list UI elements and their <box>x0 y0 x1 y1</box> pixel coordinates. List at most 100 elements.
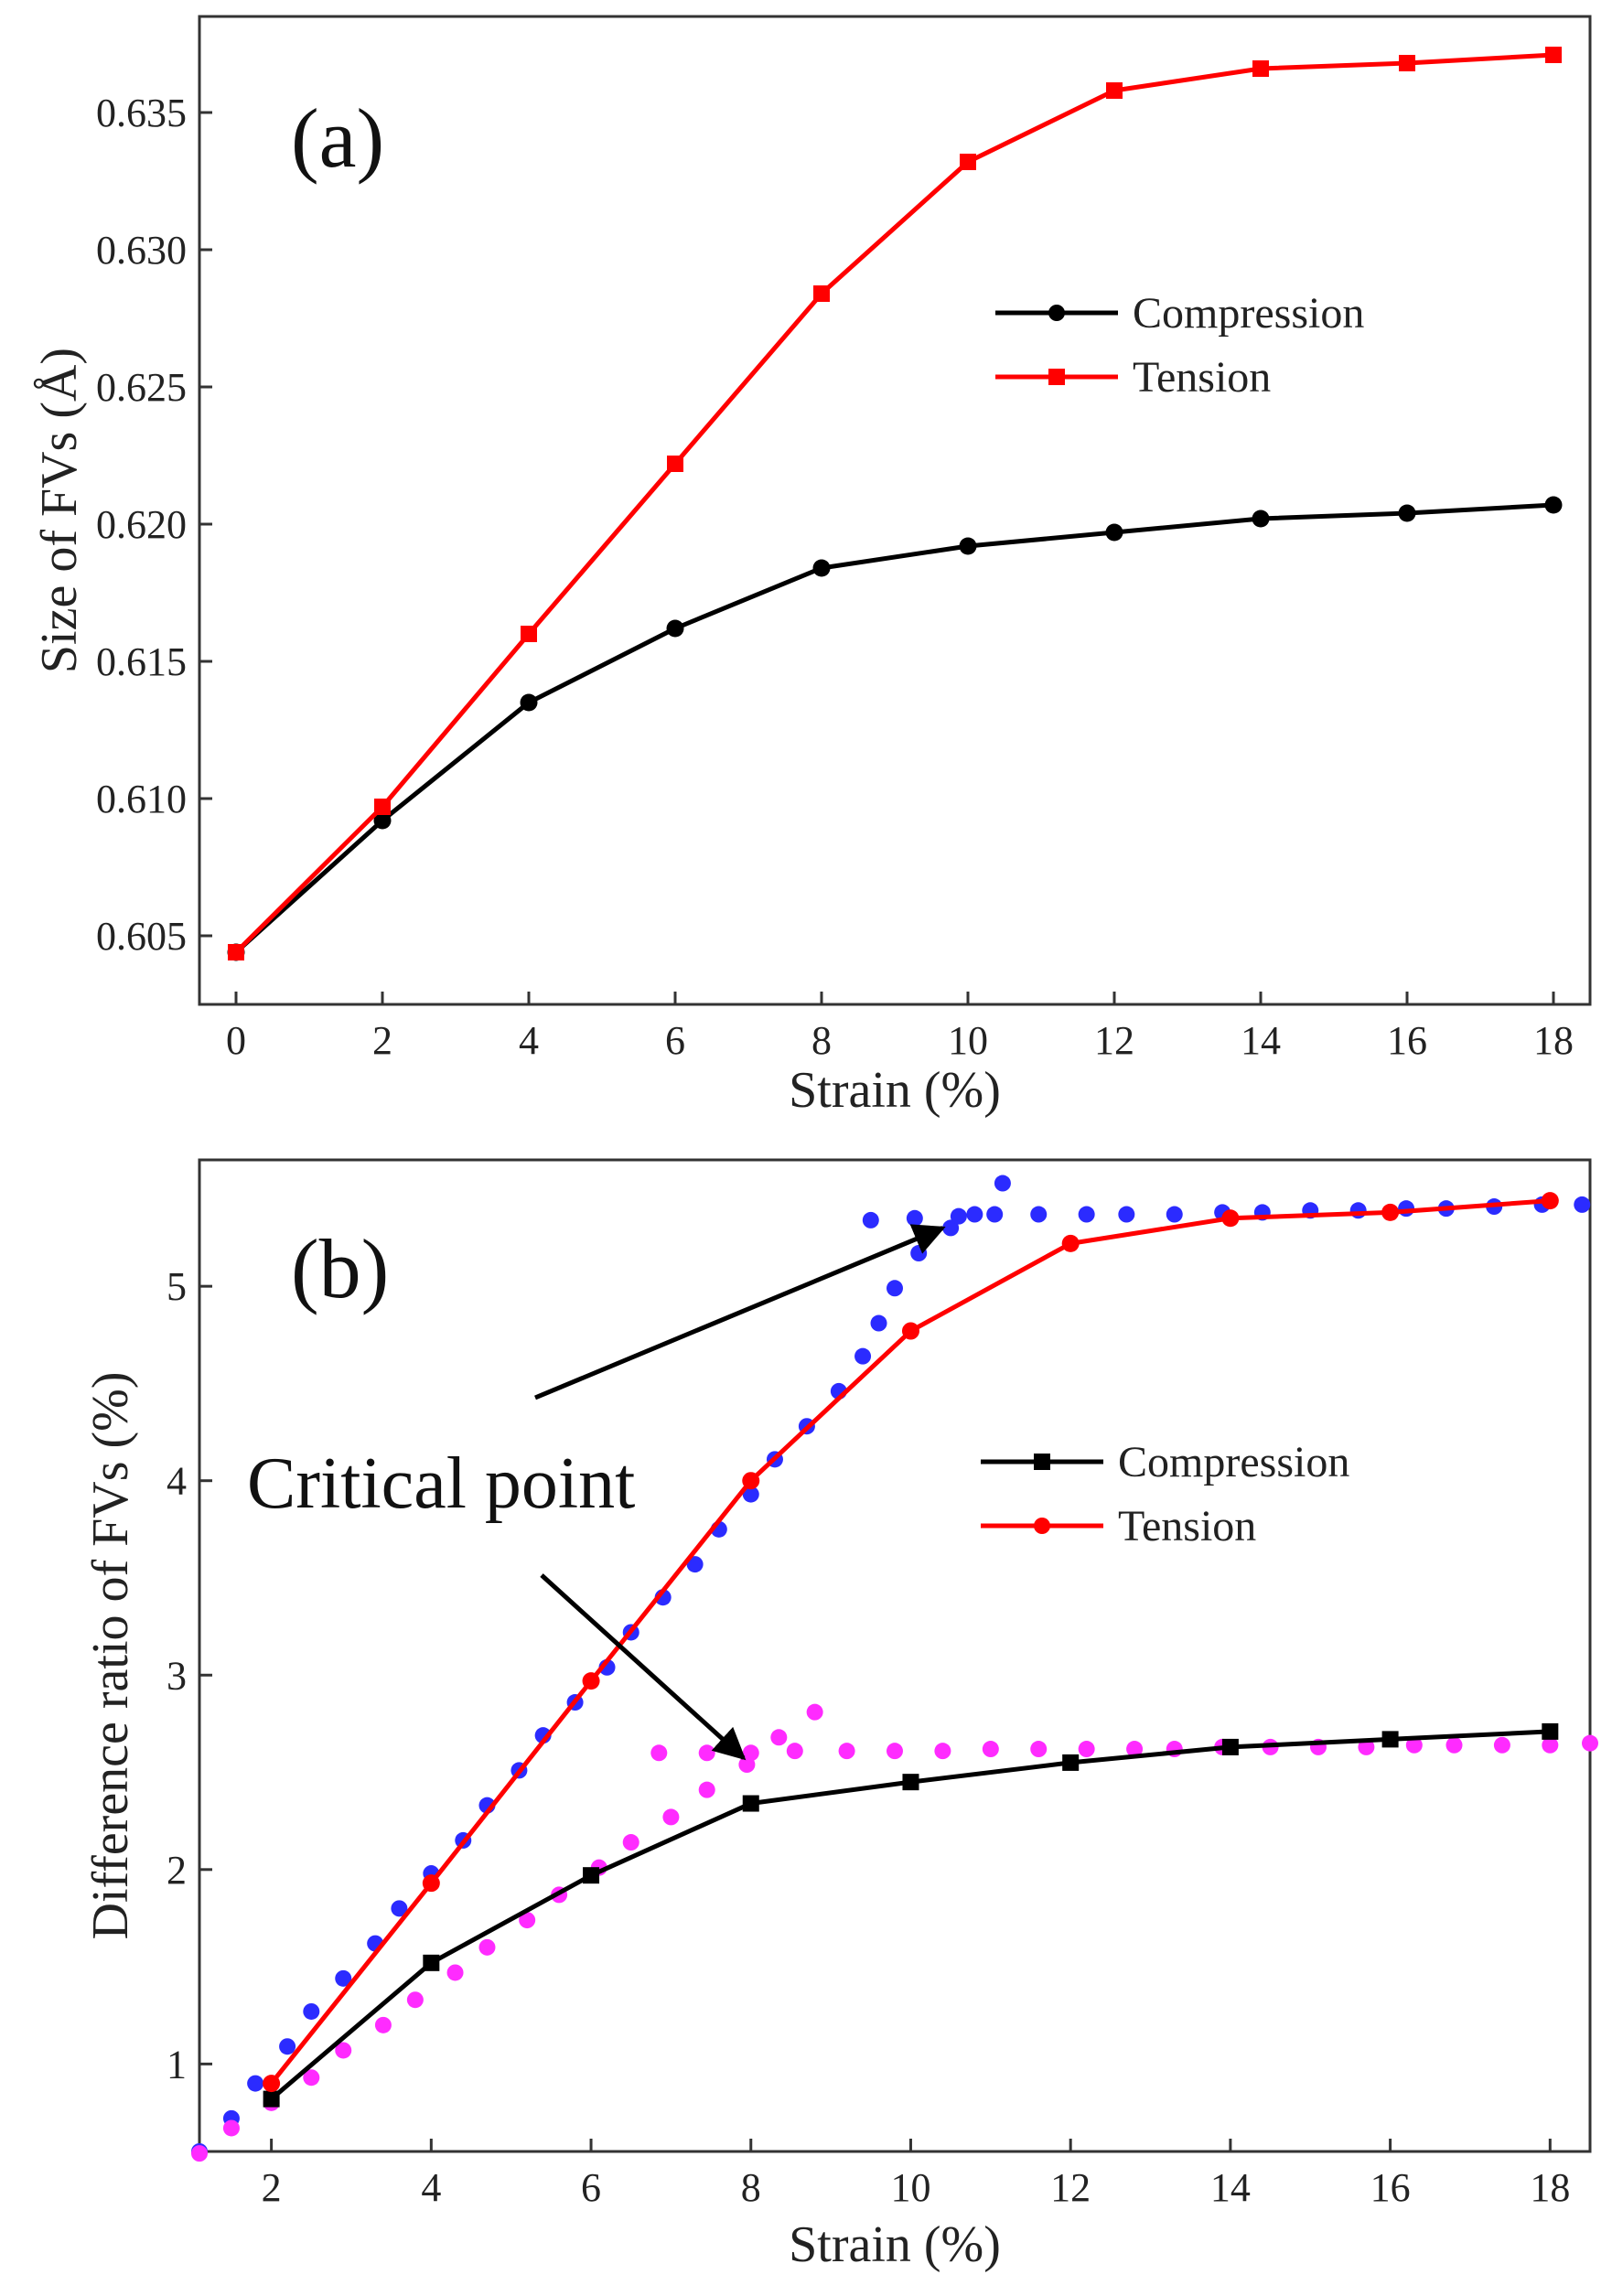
point-a-tension-6 <box>1106 82 1123 99</box>
point-b-compression-fit-dotted-20 <box>742 1744 759 1762</box>
point-a-compression-7 <box>1252 510 1270 528</box>
x-tick-label-a-18: 18 <box>1533 1018 1574 1063</box>
point-a-compression-3 <box>666 619 684 638</box>
point-b-compression-fit-dotted-1 <box>222 2119 240 2137</box>
point-b-compression-fit-dotted-8 <box>478 1938 496 1956</box>
x-tick-label-b-6: 6 <box>581 2165 601 2210</box>
point-b-tension-8 <box>1541 1192 1559 1210</box>
point-b-compression-fit-dotted-7 <box>446 1964 464 1981</box>
y-tick-label-a-6: 0.635 <box>96 91 187 135</box>
series-a-compression <box>227 496 1563 961</box>
point-b-tension-fit-dotted-26 <box>910 1245 928 1262</box>
point-b-compression-3 <box>742 1795 759 1812</box>
point-b-tension-fit-dotted-46 <box>1574 1196 1591 1213</box>
legend-marker-compression-b <box>1034 1454 1050 1470</box>
point-b-tension-fit-dotted-24 <box>870 1314 887 1332</box>
point-a-tension-5 <box>960 154 976 170</box>
x-tick-label-a-4: 4 <box>519 1018 539 1063</box>
point-b-tension-4 <box>901 1322 919 1340</box>
panel-label-b: (b) <box>291 1222 389 1315</box>
point-b-tension-fit-dotted-3 <box>279 2038 296 2055</box>
point-b-compression-fit-dotted-34 <box>1405 1736 1423 1754</box>
point-b-compression-7 <box>1381 1731 1399 1748</box>
point-a-tension-3 <box>667 456 683 472</box>
x-tick-label-b-16: 16 <box>1370 2165 1411 2210</box>
point-b-compression-fit-dotted-27 <box>1078 1741 1095 1758</box>
point-b-compression-fit-dotted-5 <box>374 2016 392 2033</box>
critical-point-arrow-lower <box>540 1573 747 1761</box>
y-tick-label-b-4: 5 <box>167 1264 187 1309</box>
point-a-compression-2 <box>520 693 538 712</box>
point-b-compression-fit-dotted-0 <box>191 2145 208 2162</box>
y-tick-label-a-5: 0.630 <box>96 228 187 273</box>
point-a-tension-4 <box>813 285 830 302</box>
x-axis-title-a: Strain (%) <box>789 1062 1001 1119</box>
point-b-compression-fit-dotted-17 <box>806 1703 823 1721</box>
point-b-tension-fit-dotted-29 <box>906 1209 923 1227</box>
critical-point-annotation: Critical point <box>247 1224 946 1761</box>
panel-a: 0 2 4 6 8 10 12 14 16 18 0.605 0.610 0.615 0.620 0.625… <box>31 15 1592 1119</box>
series-b-tension-fit-dotted <box>191 1175 1591 2160</box>
panel-label-a: (a) <box>291 91 384 185</box>
point-b-compression-fit-dotted-26 <box>1030 1741 1048 1758</box>
plot-frame-b <box>198 1158 1592 2153</box>
y-tick-label-a-1: 0.610 <box>96 777 187 821</box>
y-tick-label-b-2: 3 <box>167 1653 187 1698</box>
point-b-compression-fit-dotted-35 <box>1445 1736 1463 1754</box>
series-b-tension <box>263 1192 1559 2093</box>
point-b-compression-fit-dotted-33 <box>1358 1738 1375 1755</box>
point-b-tension-fit-dotted-19 <box>742 1486 759 1503</box>
legend-a: Compression Tension <box>995 289 1364 402</box>
series-b-compression <box>263 1722 1559 2108</box>
series-line-a-compression <box>234 502 1554 954</box>
point-a-tension-1 <box>374 799 391 815</box>
point-b-compression-8 <box>1542 1722 1559 1740</box>
x-tick-label-b-4: 4 <box>421 2165 441 2210</box>
legend-label-compression-b: Compression <box>1118 1438 1349 1486</box>
point-b-tension-fit-dotted-30 <box>950 1207 967 1225</box>
point-b-tension-fit-dotted-5 <box>335 1969 352 1987</box>
x-tick-label-a-16: 16 <box>1387 1018 1427 1063</box>
point-b-compression-fit-dotted-13 <box>662 1808 680 1826</box>
x-tick-label-b-12: 12 <box>1050 2165 1091 2210</box>
point-a-compression-4 <box>812 559 831 577</box>
point-b-compression-fit-dotted-4 <box>335 2042 352 2059</box>
point-b-compression-fit-dotted-23 <box>887 1743 903 1760</box>
point-b-compression-fit-dotted-24 <box>934 1743 951 1760</box>
series-a-tension <box>228 47 1562 960</box>
point-b-tension-fit-dotted-32 <box>986 1206 1004 1223</box>
x-tick-label-b-2: 2 <box>262 2165 282 2210</box>
point-b-compression-fit-dotted-38 <box>1582 1734 1598 1752</box>
point-b-compression-fit-dotted-22 <box>838 1743 855 1760</box>
y-tick-label-a-3: 0.620 <box>96 502 187 547</box>
point-b-compression-fit-dotted-3 <box>303 2069 320 2087</box>
point-b-compression-fit-dotted-9 <box>519 1912 536 1929</box>
x-tick-label-a-10: 10 <box>948 1018 988 1063</box>
point-a-compression-1 <box>373 811 392 830</box>
point-a-tension-8 <box>1399 55 1415 71</box>
legend-marker-tension-b <box>1034 1518 1050 1534</box>
point-b-compression-fit-dotted-19 <box>698 1744 715 1762</box>
y-axis-title-a: Size of FVs (Å) <box>31 348 88 673</box>
point-a-tension-0 <box>228 944 244 960</box>
x-axis-title-b: Strain (%) <box>789 2216 1001 2273</box>
point-b-compression-0 <box>263 2090 280 2108</box>
x-tick-label-a-0: 0 <box>226 1018 246 1063</box>
x-tick-label-a-12: 12 <box>1094 1018 1134 1063</box>
point-b-tension-0 <box>263 2075 281 2093</box>
point-b-tension-fit-dotted-41 <box>1349 1202 1367 1219</box>
point-b-tension-3 <box>742 1472 760 1490</box>
point-a-tension-7 <box>1252 60 1269 77</box>
point-b-tension-2 <box>582 1672 600 1690</box>
point-b-tension-fit-dotted-35 <box>1078 1206 1095 1223</box>
point-b-tension-fit-dotted-2 <box>247 2075 264 2092</box>
point-a-tension-2 <box>521 626 537 642</box>
point-b-compression-fit-dotted-18 <box>650 1744 668 1762</box>
point-b-compression-1 <box>423 1954 440 1971</box>
point-b-tension-1 <box>422 1874 440 1893</box>
critical-point-label: Critical point <box>247 1443 635 1524</box>
point-b-tension-fit-dotted-36 <box>1118 1206 1135 1223</box>
x-tick-label-a-6: 6 <box>665 1018 685 1063</box>
y-tick-label-b-3: 4 <box>167 1459 187 1504</box>
